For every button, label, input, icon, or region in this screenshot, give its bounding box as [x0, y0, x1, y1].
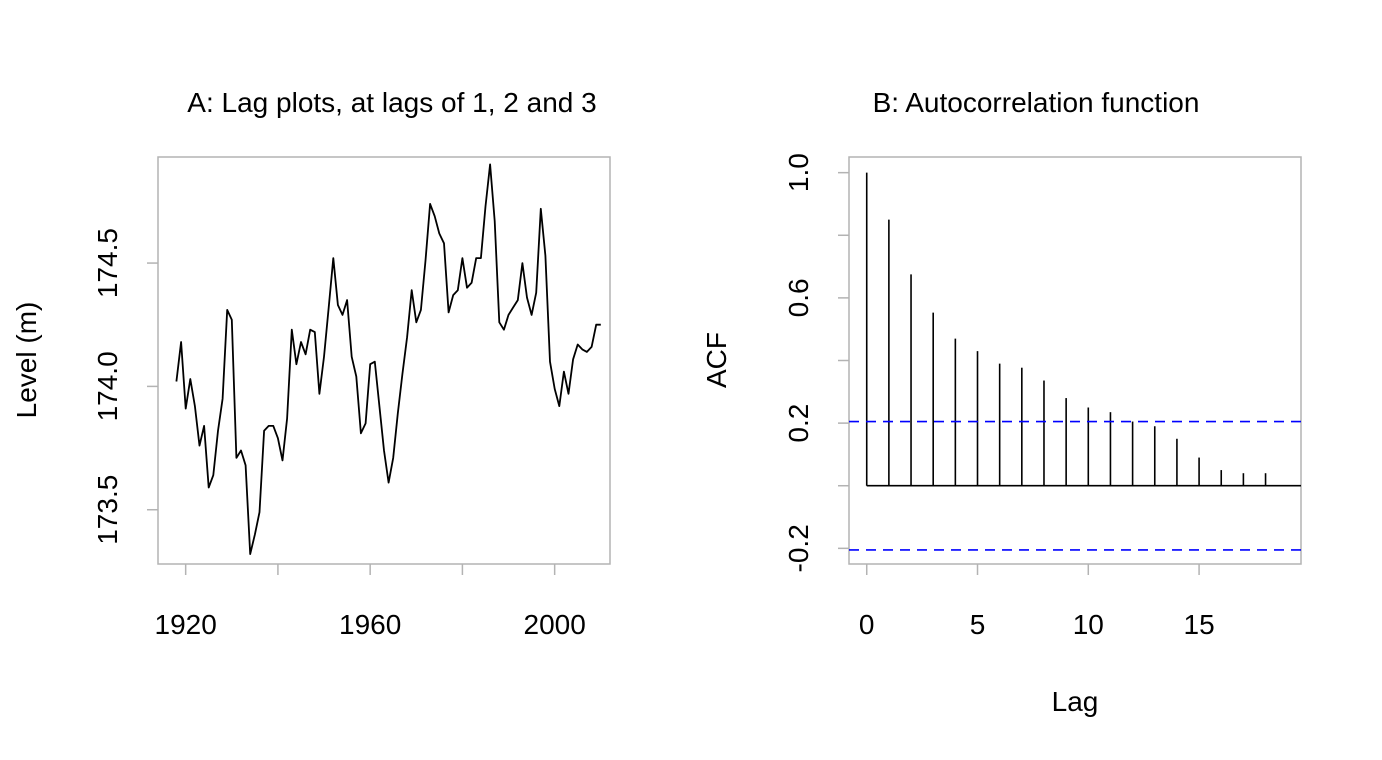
panel-a-x-tick-label: 1920	[155, 609, 217, 640]
panel-b-x-tick-label: 0	[859, 609, 875, 640]
panel-a-y-axis: 173.5 174.0 174.5	[92, 228, 158, 545]
panel-b-x-axis: 0 5 10 15	[859, 564, 1215, 640]
panel-b-x-tick-label: 10	[1073, 609, 1104, 640]
panel-a-x-tick-label: 1960	[339, 609, 401, 640]
panel-a-title: A: Lag plots, at lags of 1, 2 and 3	[187, 87, 596, 118]
panel-a: A: Lag plots, at lags of 1, 2 and 3 Leve…	[11, 87, 611, 640]
panel-b-x-tick-label: 5	[970, 609, 986, 640]
panel-b: B: Autocorrelation function ACF Lag 0 5 10…	[701, 87, 1302, 717]
panel-b-y-tick-label: 0.2	[783, 404, 814, 443]
panel-b-y-tick-label: -0.2	[783, 524, 814, 572]
panel-b-y-tick-label: 1.0	[783, 153, 814, 192]
panel-b-acf-bars	[865, 172, 1267, 486]
panel-a-y-tick-label: 173.5	[92, 475, 123, 545]
panel-b-title: B: Autocorrelation function	[873, 87, 1200, 118]
panel-a-y-axis-label: Level (m)	[11, 302, 42, 419]
panel-a-series-line	[175, 163, 601, 555]
panel-a-plot-frame	[157, 156, 611, 565]
panel-a-x-tick-label: 2000	[524, 609, 586, 640]
panel-a-y-tick-label: 174.5	[92, 228, 123, 298]
panel-b-x-axis-label: Lag	[1052, 686, 1099, 717]
panel-b-y-tick-label: 0.6	[783, 278, 814, 317]
panel-b-y-axis-label: ACF	[701, 332, 732, 388]
panel-a-x-axis: 1920 1960 2000	[155, 564, 586, 640]
panel-b-x-tick-label: 15	[1184, 609, 1215, 640]
panel-b-y-axis: -0.2 0.2 0.6 1.0	[783, 153, 849, 572]
panel-b-plot-frame	[848, 156, 1302, 565]
panel-a-y-tick-label: 174.0	[92, 351, 123, 421]
